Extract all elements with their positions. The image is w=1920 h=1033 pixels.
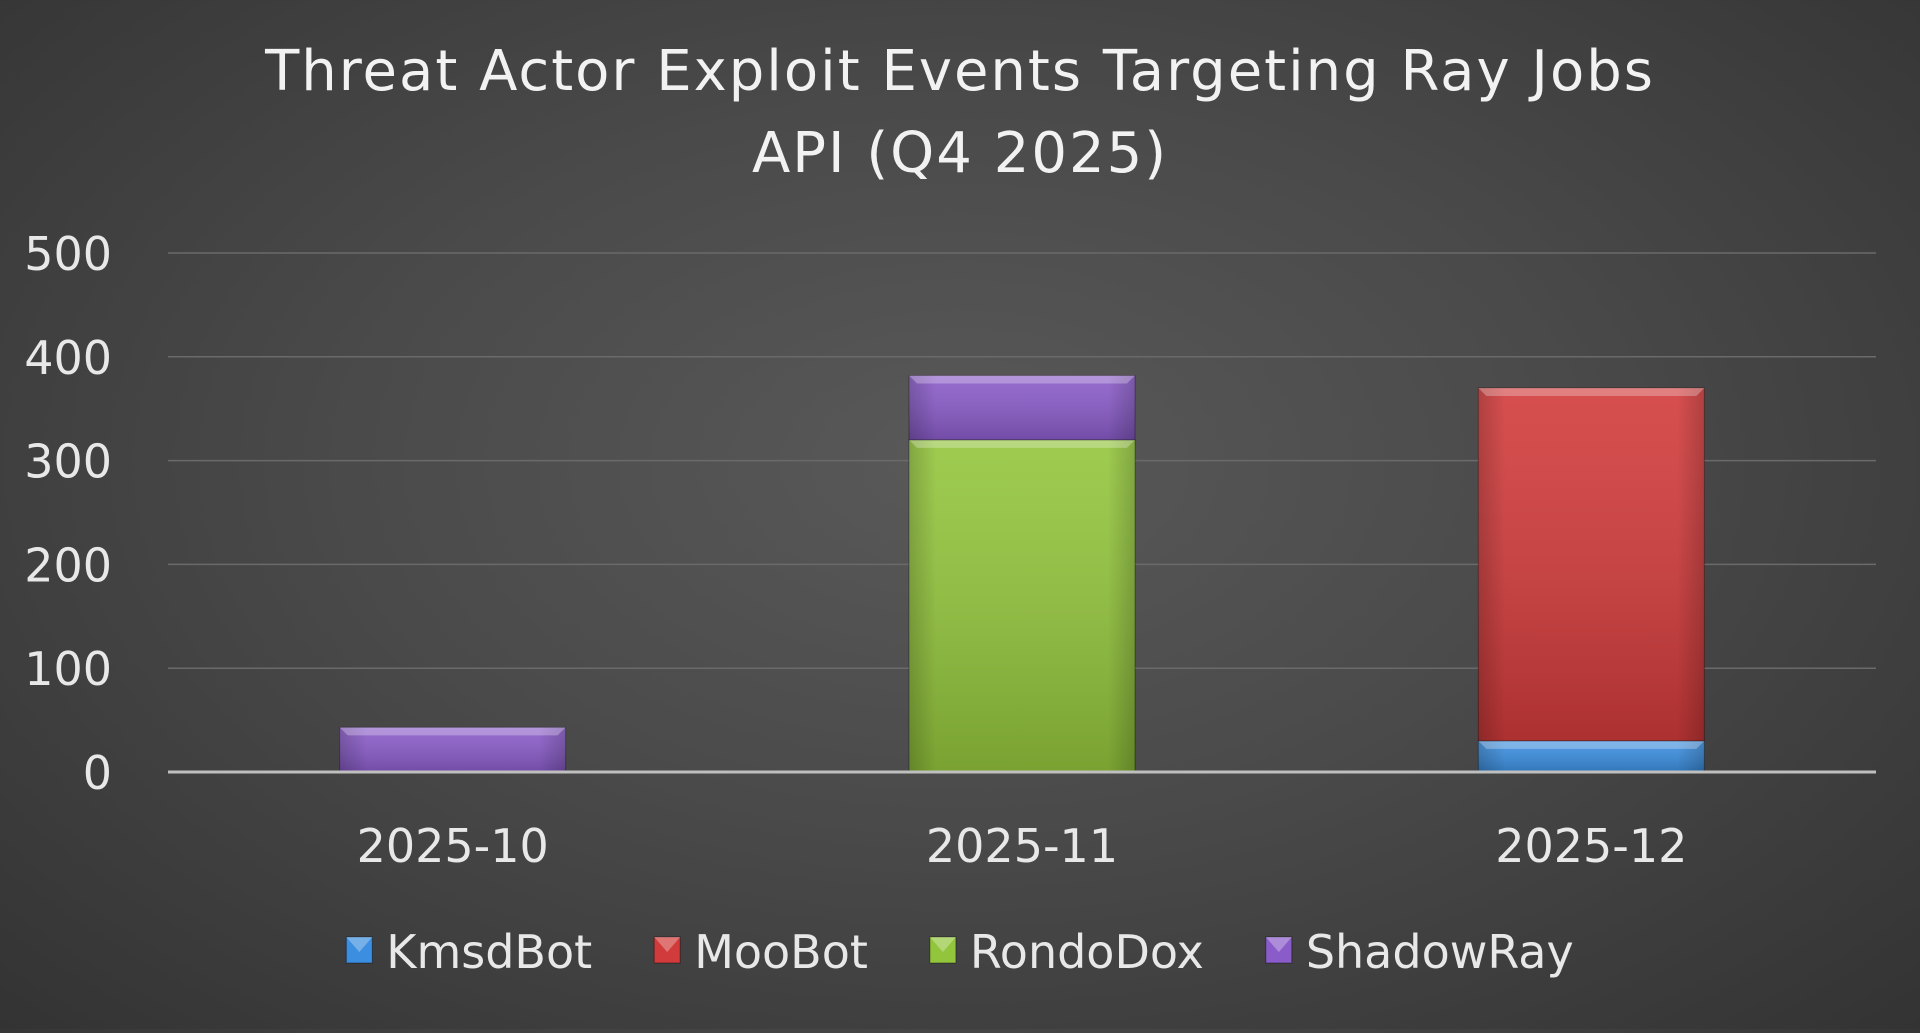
bar-segment-shadowray-2025-10: [339, 726, 567, 773]
legend: KmsdBot MooBot RondoDox ShadowRay: [345, 925, 1574, 979]
legend-item-kmsdbot: KmsdBot: [345, 925, 592, 979]
legend-item-rondodox: RondoDox: [929, 925, 1204, 979]
chart-title-line-2: API (Q4 2025): [752, 121, 1168, 186]
legend-label: ShadowRay: [1306, 925, 1574, 979]
y-tick-label: 500: [24, 227, 112, 281]
bar-segment-moobot-2025-12: [1477, 387, 1705, 742]
legend-swatch: [1265, 936, 1293, 964]
legend-item-moobot: MooBot: [653, 925, 868, 979]
y-tick-label: 200: [24, 538, 112, 592]
y-tick-label: 300: [24, 435, 112, 489]
bar-segment-shadowray-2025-11: [908, 374, 1136, 441]
legend-label: RondoDox: [970, 925, 1204, 979]
legend-item-shadowray: ShadowRay: [1265, 925, 1574, 979]
x-axis-ticks: 2025-10 2025-11 2025-12: [357, 819, 1688, 873]
chart-title-line-1: Threat Actor Exploit Events Targeting Ra…: [264, 39, 1655, 104]
x-tick-label: 2025-12: [1495, 819, 1687, 873]
x-tick-label: 2025-11: [926, 819, 1118, 873]
legend-swatch: [345, 936, 373, 964]
bars: [168, 374, 1876, 774]
x-tick-label: 2025-10: [357, 819, 549, 873]
legend-swatch: [929, 936, 957, 964]
y-tick-label: 400: [24, 331, 112, 385]
y-tick-label: 100: [24, 642, 112, 696]
legend-label: KmsdBot: [386, 925, 592, 979]
legend-label: MooBot: [694, 925, 868, 979]
bar-segment-kmsdbot-2025-12: [1477, 740, 1705, 773]
y-axis-ticks: 0 100 200 300 400 500: [24, 227, 112, 800]
legend-swatch: [653, 936, 681, 964]
bar-segment-rondodox-2025-11: [908, 439, 1136, 773]
y-tick-label: 0: [83, 746, 112, 800]
